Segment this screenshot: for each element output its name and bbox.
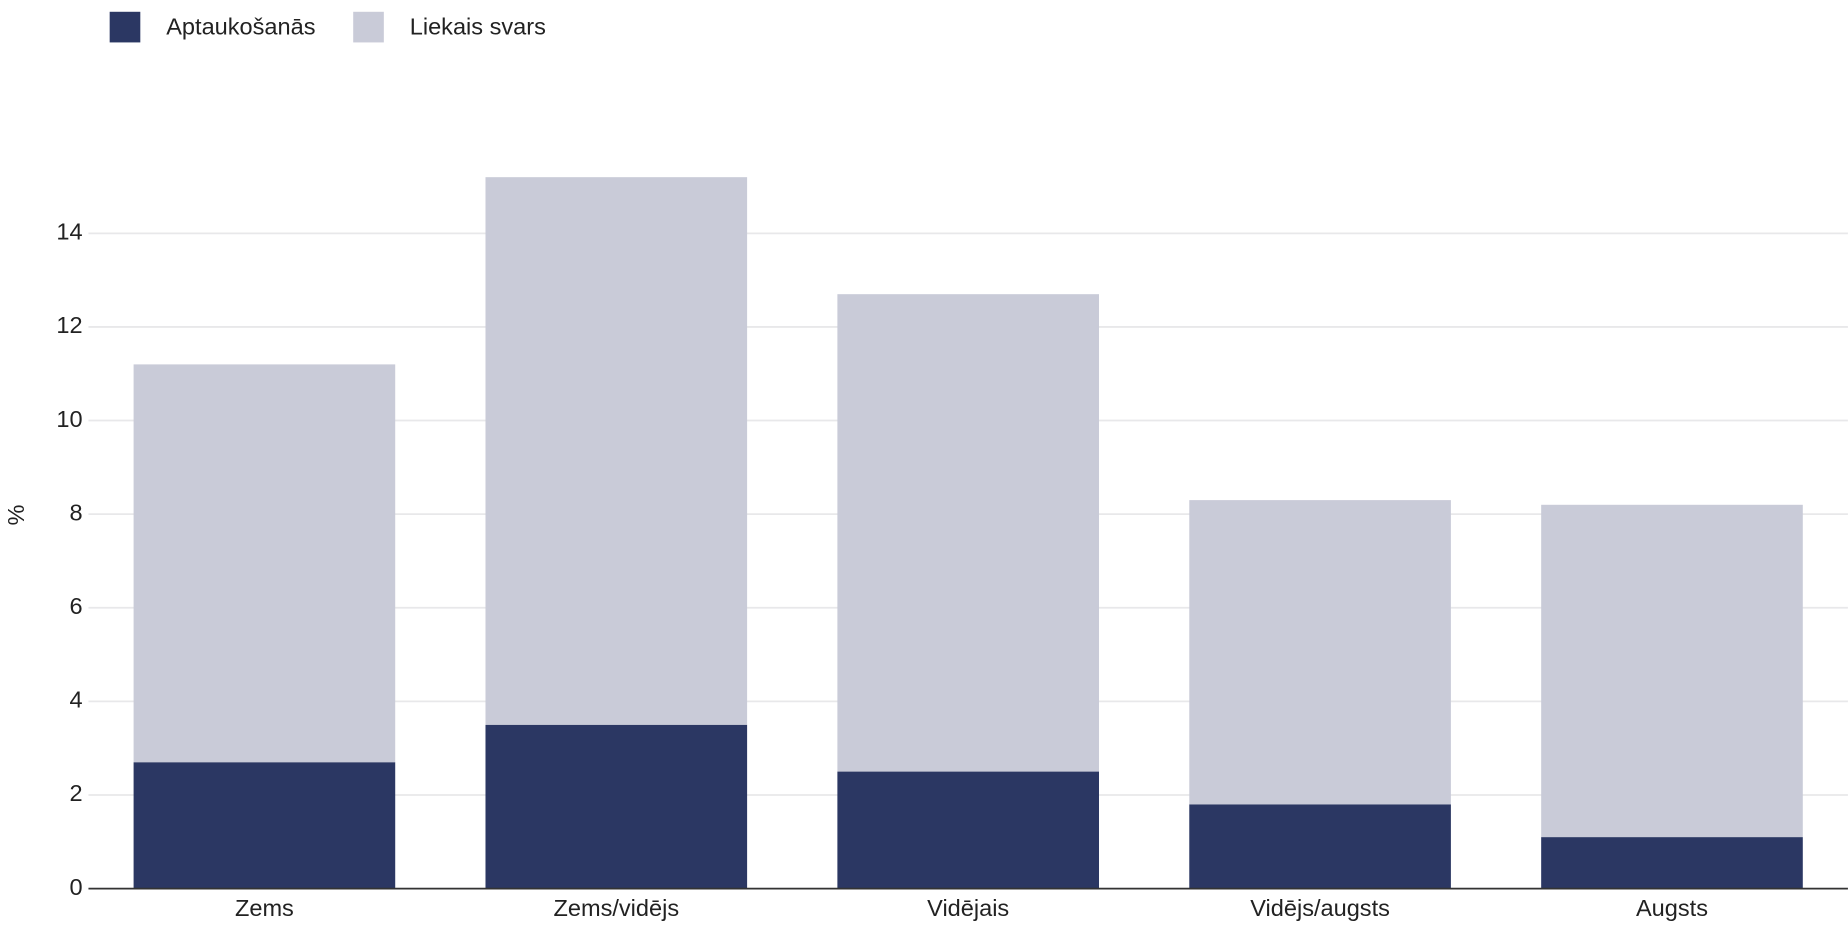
legend-swatch <box>353 11 384 43</box>
y-tick-label: 6 <box>69 593 82 619</box>
y-tick-label: 14 <box>56 219 82 245</box>
x-tick-label: Vidējais <box>927 895 1009 921</box>
x-tick-label: Zems/vidējs <box>553 895 679 921</box>
bar-segment <box>133 762 396 889</box>
x-tick-label: Vidējs/augsts <box>1250 895 1390 921</box>
bar-segment <box>837 771 1100 889</box>
bar-segment <box>133 364 396 763</box>
y-tick-label: 4 <box>69 687 82 713</box>
bar-segment <box>485 724 748 889</box>
y-tick-label: 10 <box>56 406 82 432</box>
bar-segment <box>1189 500 1451 805</box>
bar-segment <box>837 294 1100 772</box>
y-axis-label: % <box>3 504 29 525</box>
y-tick-label: 2 <box>69 780 82 806</box>
legend-swatch <box>109 11 141 43</box>
bar-segment <box>1541 504 1803 838</box>
legend-label: Liekais svars <box>410 14 546 40</box>
y-tick-label: 0 <box>69 874 82 900</box>
x-tick-label: Zems <box>235 895 294 921</box>
y-tick-label: 12 <box>56 312 82 338</box>
bar-segment <box>1541 837 1803 889</box>
legend-label: Aptaukošanās <box>166 14 315 40</box>
bar-segment <box>485 177 748 725</box>
bar-segment <box>1189 804 1451 889</box>
y-tick-label: 8 <box>69 499 82 525</box>
x-tick-label: Augsts <box>1636 895 1708 921</box>
